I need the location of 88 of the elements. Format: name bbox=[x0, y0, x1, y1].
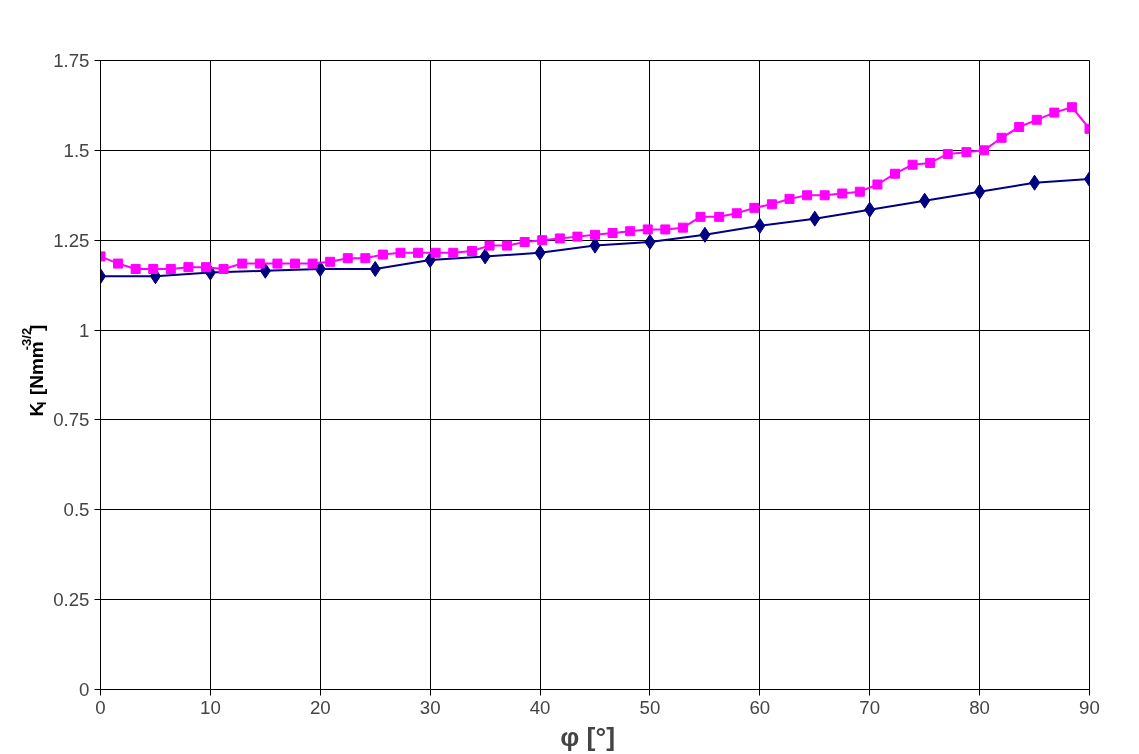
y-tick-label: 0 bbox=[79, 679, 90, 700]
x-tick-label: 40 bbox=[529, 696, 551, 718]
point bbox=[642, 224, 653, 235]
point bbox=[754, 217, 766, 234]
y-tick-label: 0.25 bbox=[53, 589, 90, 611]
point bbox=[837, 188, 848, 199]
y-axis-title: KI [Nmm-3/2] bbox=[19, 324, 49, 417]
point bbox=[864, 201, 876, 218]
x-tick-label: 30 bbox=[419, 696, 441, 718]
point bbox=[749, 202, 760, 213]
point bbox=[430, 247, 441, 258]
point bbox=[907, 159, 918, 170]
point bbox=[809, 210, 821, 227]
x-tick-label: 20 bbox=[309, 696, 331, 718]
point bbox=[589, 237, 601, 254]
point bbox=[590, 229, 600, 240]
point bbox=[369, 260, 381, 277]
point bbox=[413, 247, 424, 258]
point bbox=[113, 258, 124, 269]
point bbox=[290, 258, 300, 269]
point bbox=[660, 224, 671, 235]
point bbox=[802, 190, 813, 201]
point bbox=[1014, 121, 1025, 132]
point bbox=[519, 237, 530, 248]
point bbox=[1031, 114, 1042, 125]
point bbox=[537, 235, 548, 246]
point bbox=[819, 190, 830, 201]
point bbox=[325, 256, 336, 267]
point bbox=[1049, 107, 1060, 118]
point bbox=[854, 186, 865, 197]
point bbox=[919, 192, 931, 209]
point bbox=[572, 231, 583, 242]
point bbox=[766, 199, 777, 210]
point bbox=[677, 222, 688, 233]
x-tick-label: 0 bbox=[95, 696, 106, 718]
point bbox=[1066, 102, 1077, 113]
y-tick-label: 1.5 bbox=[63, 139, 90, 161]
x-tick-label: 80 bbox=[969, 696, 990, 718]
point bbox=[974, 183, 986, 200]
point bbox=[218, 263, 229, 274]
x-tick-label: 10 bbox=[200, 696, 221, 718]
y-tick-label: 1 bbox=[79, 319, 90, 341]
point bbox=[731, 208, 742, 219]
point bbox=[872, 179, 883, 190]
point bbox=[644, 234, 656, 251]
point bbox=[200, 262, 211, 273]
point bbox=[695, 211, 706, 222]
point bbox=[237, 258, 248, 269]
point bbox=[996, 132, 1007, 143]
point bbox=[484, 240, 495, 251]
y-tick-label: 1.25 bbox=[53, 229, 90, 251]
point bbox=[165, 263, 176, 274]
point bbox=[534, 244, 546, 261]
point bbox=[961, 147, 972, 158]
point bbox=[607, 228, 618, 239]
point bbox=[377, 249, 388, 260]
y-tick-label: 0.5 bbox=[63, 499, 90, 521]
point bbox=[448, 247, 459, 258]
y-tick-label: 1.75 bbox=[53, 50, 90, 71]
point bbox=[479, 248, 491, 265]
x-tick-label: 90 bbox=[1079, 696, 1100, 718]
x-tick-label: 70 bbox=[859, 696, 881, 718]
point bbox=[554, 233, 565, 244]
point bbox=[502, 240, 513, 251]
point bbox=[699, 226, 711, 243]
point bbox=[925, 157, 936, 168]
point bbox=[395, 247, 406, 258]
point bbox=[714, 211, 725, 222]
point bbox=[148, 263, 159, 274]
y-tick-label: 0.75 bbox=[53, 409, 90, 431]
point bbox=[272, 258, 283, 269]
point bbox=[342, 253, 353, 264]
point bbox=[979, 145, 990, 156]
point bbox=[424, 251, 436, 268]
point bbox=[183, 262, 194, 273]
point bbox=[466, 246, 477, 256]
point bbox=[1029, 174, 1041, 191]
x-tick-label: 50 bbox=[639, 696, 661, 718]
x-axis-title: φ [°] bbox=[560, 721, 616, 752]
point bbox=[625, 226, 636, 237]
point bbox=[942, 148, 953, 159]
point bbox=[307, 258, 318, 269]
point bbox=[254, 258, 265, 269]
point bbox=[890, 168, 900, 179]
point bbox=[784, 193, 795, 204]
point bbox=[360, 253, 371, 264]
x-tick-label: 60 bbox=[749, 696, 771, 718]
point bbox=[130, 263, 141, 274]
